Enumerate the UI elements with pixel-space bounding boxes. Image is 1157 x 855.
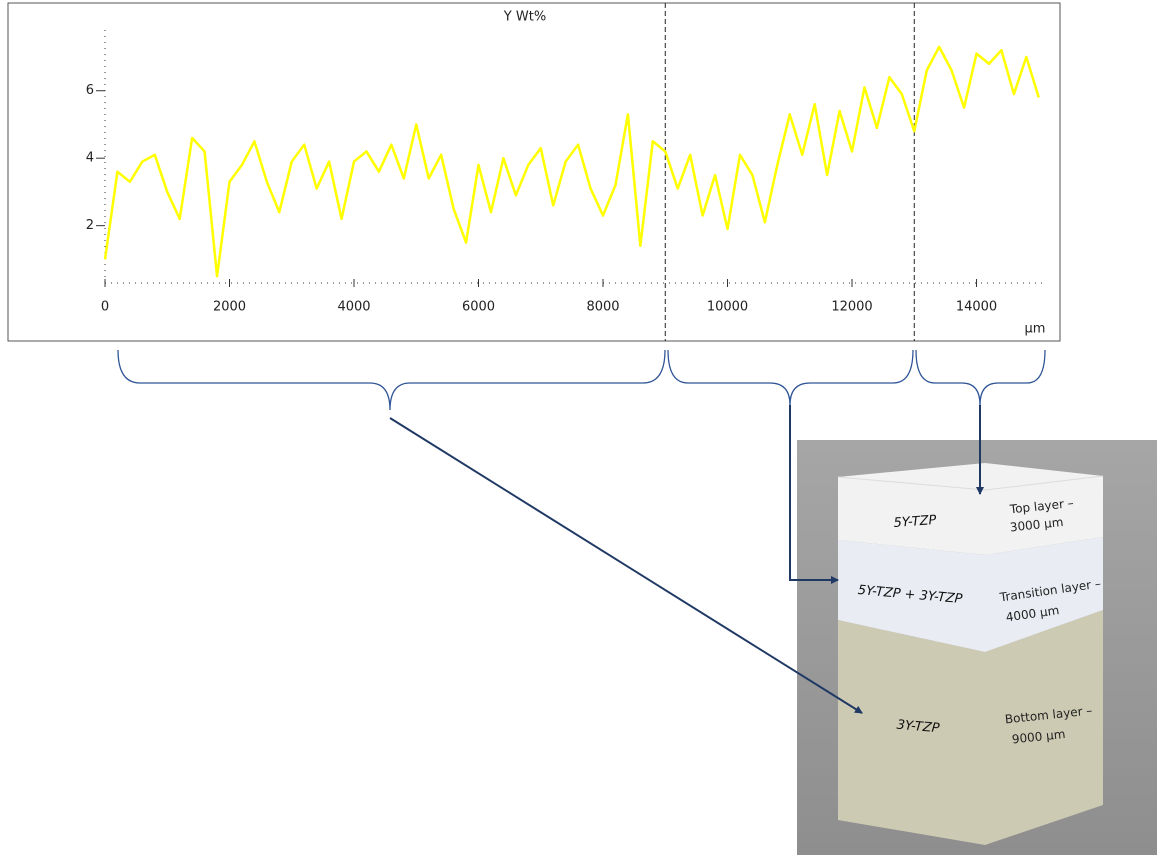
chart-title: Y Wt% xyxy=(503,10,546,25)
x-tick-label: 10000 xyxy=(707,300,748,315)
x-tick-label: 2000 xyxy=(213,300,246,315)
y-tick-label: 4 xyxy=(86,151,94,166)
layer-name: 5Y-TZP xyxy=(893,513,937,531)
x-tick-label: 4000 xyxy=(337,300,370,315)
y-tick-label: 2 xyxy=(86,218,94,233)
y-tick-label: 6 xyxy=(86,83,94,98)
braces xyxy=(118,350,1045,410)
x-tick-label: 14000 xyxy=(956,300,997,315)
x-tick-label: 12000 xyxy=(831,300,872,315)
page: Y Wt% µm 0 2000 4000 6000 8000 10000 12000 1400… xyxy=(0,0,1157,855)
x-tick-label: 0 xyxy=(101,300,109,315)
x-axis-label: µm xyxy=(1025,322,1046,337)
x-tick-label: 6000 xyxy=(462,300,495,315)
x-tick-label: 8000 xyxy=(586,300,619,315)
chart-frame xyxy=(8,3,1060,341)
